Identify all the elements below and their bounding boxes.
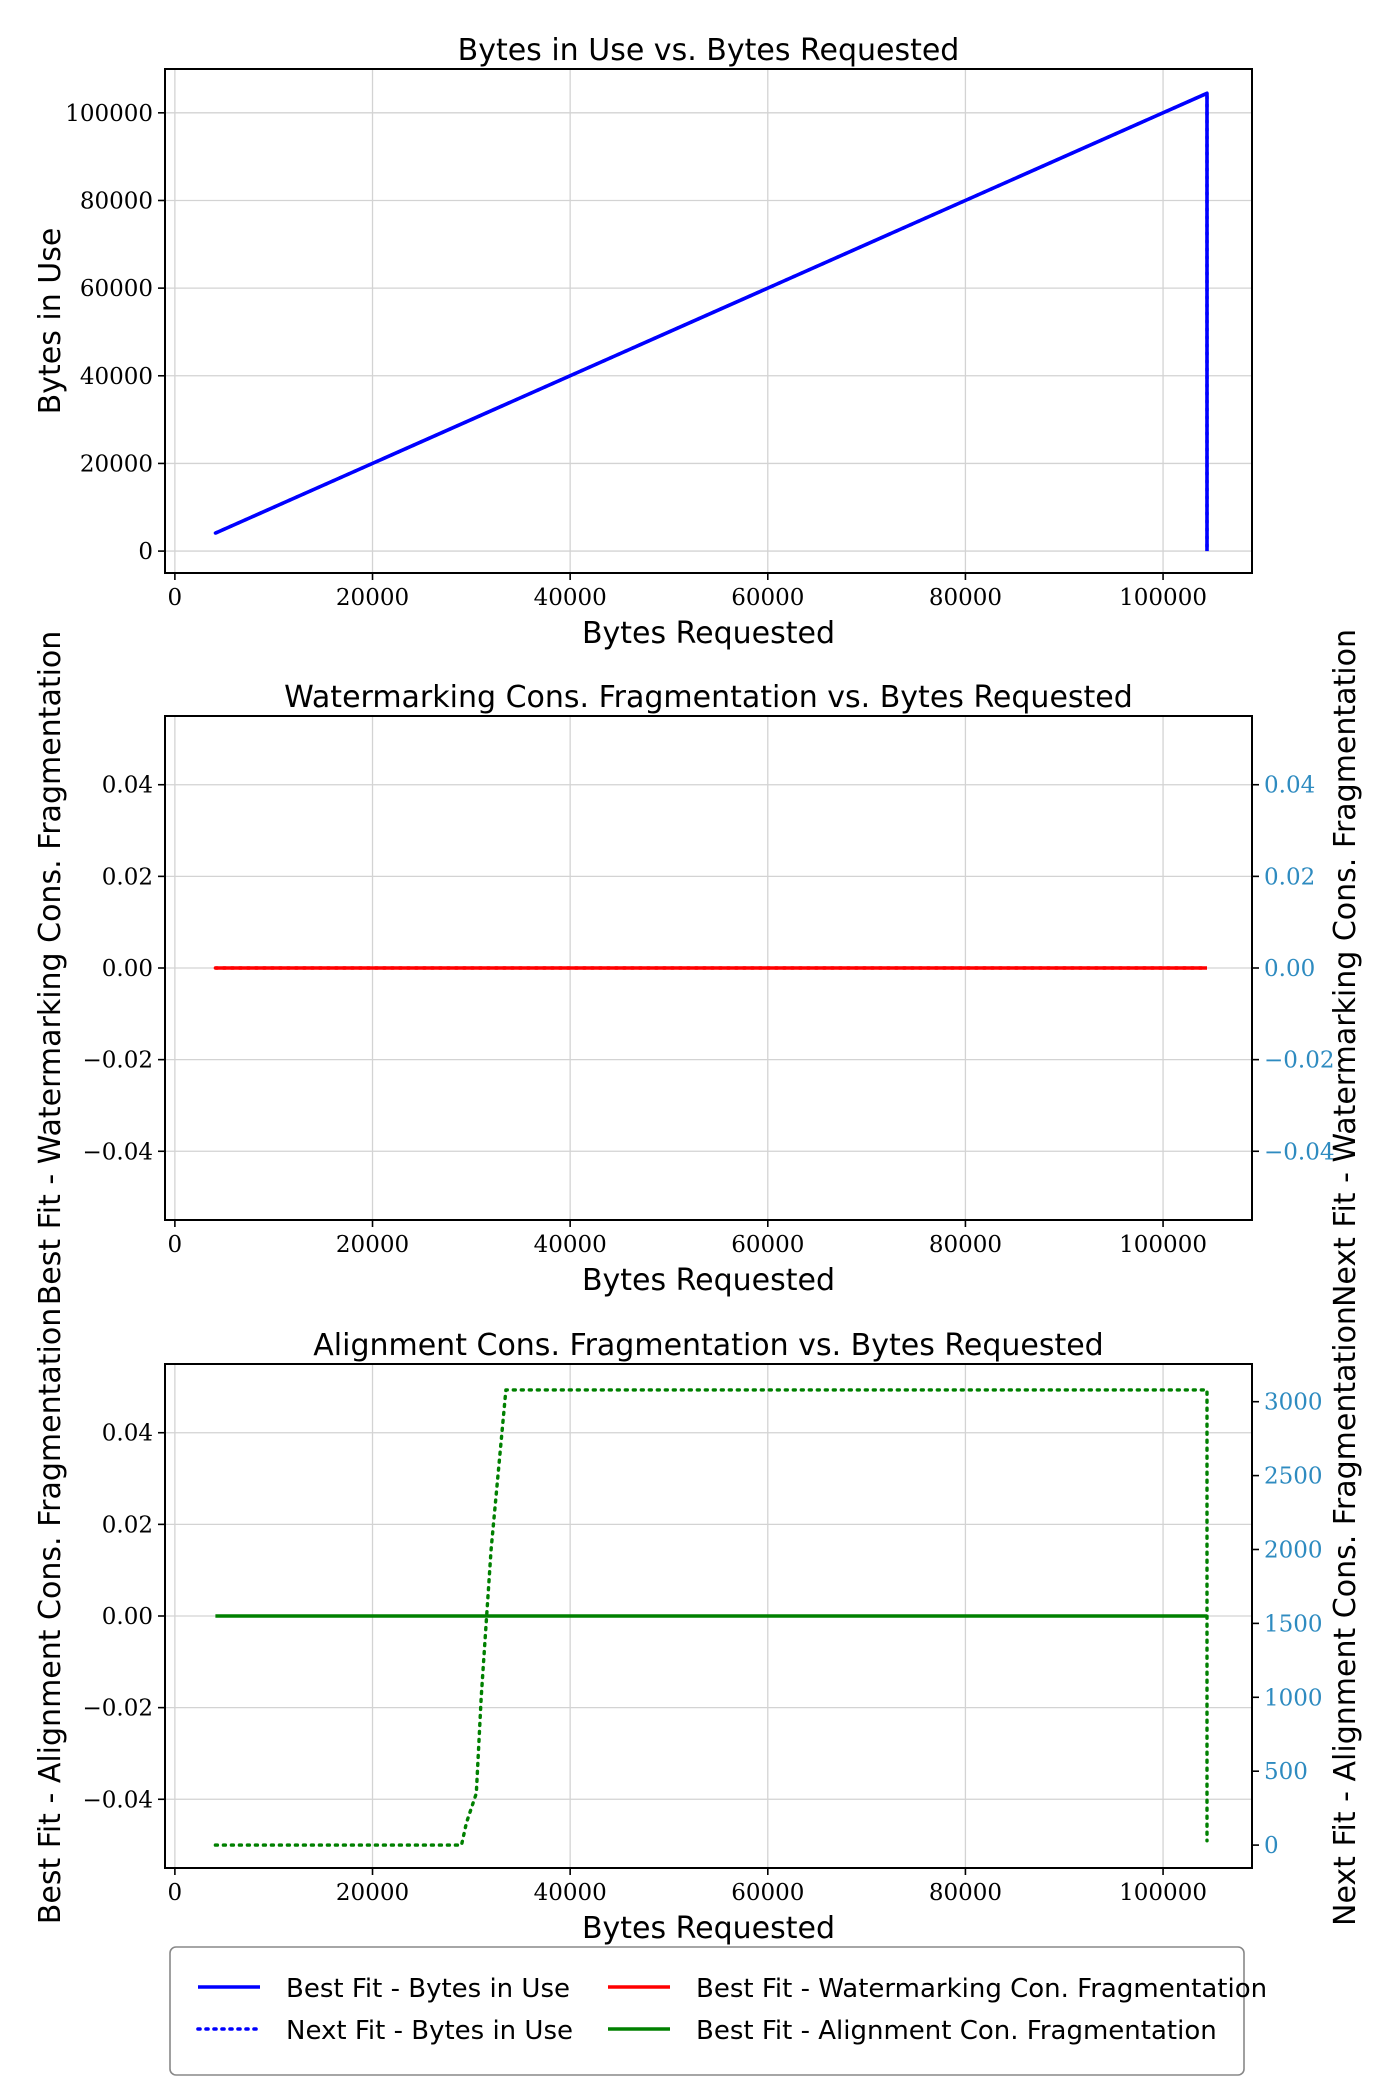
y-tick-label: 0.00 [102, 1604, 153, 1630]
x-tick-label: 80000 [929, 585, 1002, 611]
y-tick-label: 0.02 [102, 864, 153, 890]
plot-frame [164, 68, 1253, 574]
x-tick-label: 0 [168, 585, 183, 611]
y-tick-label: 0.00 [102, 956, 153, 982]
legend-label: Best Fit - Bytes in Use [286, 1974, 570, 2004]
y-axis-label: Bytes in Use [33, 228, 68, 415]
x-tick-label: 0 [168, 1232, 183, 1258]
x-tick-label: 80000 [929, 1880, 1002, 1906]
x-tick-label: 100000 [1119, 585, 1207, 611]
x-axis-label: Bytes Requested [582, 616, 835, 651]
legend-frame [169, 1946, 1245, 2076]
legend: Best Fit - Bytes in Use Best Fit - Waterm… [169, 1946, 1267, 2076]
chart-panel-2: 0 20000 40000 60000 80000 100000 −0.04 −0.02 0.0… [33, 629, 1363, 1307]
y-right-tick-label: 0.02 [1264, 864, 1315, 890]
y-right-tick-label: 500 [1264, 1759, 1308, 1785]
y-right-tick-label: 3000 [1264, 1390, 1323, 1416]
x-tick-label: 0 [168, 1880, 183, 1906]
x-tick-label: 60000 [731, 1880, 804, 1906]
x-tick-label: 40000 [534, 1232, 607, 1258]
y-right-tick-label: 0.04 [1264, 773, 1315, 799]
y-tick-label: 60000 [80, 276, 153, 302]
x-tick-label: 60000 [731, 585, 804, 611]
chart-panel-3: 0 20000 40000 60000 80000 100000−0.04−0.020.0… [33, 1306, 1363, 1946]
y-axis-label: Best Fit - Alignment Cons. Fragmentation [33, 1308, 68, 1924]
x-axis-label: Bytes Requested [582, 1263, 835, 1298]
y-tick-label: 100000 [65, 101, 153, 127]
y-tick-label: −0.04 [83, 1139, 153, 1165]
y-tick-label: 0.02 [102, 1512, 153, 1538]
y-right-tick-label: 2500 [1264, 1464, 1323, 1490]
legend-label: Best Fit - Watermarking Con. Fragmentati… [696, 1974, 1267, 2004]
chart-title: Alignment Cons. Fragmentation vs. Bytes … [313, 1328, 1103, 1363]
chart-title: Bytes in Use vs. Bytes Requested [458, 33, 960, 68]
x-tick-label: 100000 [1119, 1880, 1207, 1906]
y-tick-label: −0.04 [83, 1787, 153, 1813]
y-right-tick-label: 2000 [1264, 1537, 1323, 1563]
y-right-tick-label: 0.00 [1264, 956, 1315, 982]
x-tick-label: 40000 [534, 585, 607, 611]
x-axis-label: Bytes Requested [582, 1911, 835, 1946]
x-tick-label: 60000 [731, 1232, 804, 1258]
legend-label: Best Fit - Alignment Con. Fragmentation [696, 2016, 1217, 2046]
y-tick-label: 0 [138, 539, 153, 565]
chart-panel-1: 0 20000 40000 60000 80000 100000 0 20000 40000 60… [33, 33, 1253, 651]
y-right-tick-label: 0 [1264, 1833, 1279, 1859]
y-tick-label: 0.04 [102, 773, 153, 799]
y-axis-label-right: Next Fit - Watermarking Cons. Fragmentat… [1328, 629, 1363, 1307]
x-tick-label: 80000 [929, 1232, 1002, 1258]
x-tick-label: 20000 [336, 1880, 409, 1906]
y-right-tick-label: 1500 [1264, 1611, 1323, 1637]
y-tick-label: 0.04 [102, 1421, 153, 1447]
x-tick-label: 40000 [534, 1880, 607, 1906]
x-tick-label: 20000 [336, 1232, 409, 1258]
x-tick-label: 20000 [336, 585, 409, 611]
y-tick-label: 20000 [80, 451, 153, 477]
y-right-tick-label: −0.04 [1264, 1139, 1334, 1165]
y-axis-label: Best Fit - Watermarking Cons. Fragmentat… [33, 631, 68, 1306]
y-right-tick-label: −0.02 [1264, 1048, 1334, 1074]
y-axis-label-right: Next Fit - Alignment Cons. Fragmentation [1328, 1306, 1363, 1926]
y-tick-label: −0.02 [83, 1696, 153, 1722]
chart-title: Watermarking Cons. Fragmentation vs. Byt… [284, 680, 1133, 715]
x-tick-label: 100000 [1119, 1232, 1207, 1258]
series-line-1-1 [214, 91, 1209, 552]
y-tick-label: 80000 [80, 188, 153, 214]
y-tick-label: 40000 [80, 364, 153, 390]
legend-label: Next Fit - Bytes in Use [286, 2016, 573, 2046]
series-line-1-2 [213, 91, 1209, 553]
y-tick-label: −0.02 [83, 1048, 153, 1074]
y-right-tick-label: 1000 [1264, 1685, 1323, 1711]
